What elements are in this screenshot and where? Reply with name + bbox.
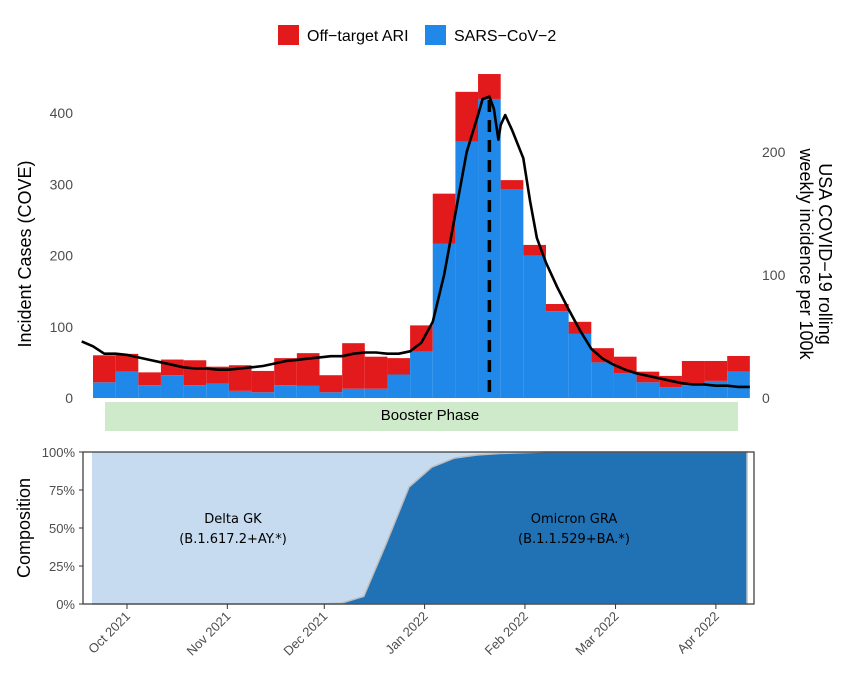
x-tick-label: Mar 2022 [572,609,621,658]
bar-off-target-ari [613,356,637,374]
bar-sars-cov-2 [455,141,479,398]
area-label-delta-name: Delta GK [204,512,262,527]
bar-sars-cov-2 [659,387,682,398]
bar-off-target-ari [681,360,705,386]
bar-off-target-ari [251,370,275,393]
bar-sars-cov-2 [160,375,184,398]
booster-phase-label: Booster Phase [381,407,479,424]
bar-sars-cov-2 [364,388,388,398]
bar-off-target-ari [591,348,614,363]
y-tick-composition: 0% [56,597,75,612]
bar-off-target-ari [523,244,546,256]
incidence-line [81,95,750,389]
x-tick-label: Jan 2022 [382,609,430,657]
y-tick-composition: 100% [42,445,76,460]
y-tick-left: 200 [50,248,74,264]
y-tick-left: 100 [50,319,74,335]
bar-sars-cov-2 [115,371,139,398]
bar-sars-cov-2 [523,255,546,398]
bar-sars-cov-2 [274,385,297,398]
bar-sars-cov-2 [546,311,569,398]
bar-sars-cov-2 [93,382,116,398]
bar-sars-cov-2 [387,374,411,398]
legend-swatch-sars-cov-2 [425,25,446,45]
y-tick-right: 100 [762,267,786,283]
y-tick-left: 400 [50,105,74,121]
bar-sars-cov-2 [138,385,161,398]
legend-label-off-target-ari: Off−target ARI [307,28,409,45]
area-label-delta-lineage: (B.1.617.2+AY.*) [179,532,287,547]
bar-off-target-ari [342,343,365,389]
bar-off-target-ari [319,375,343,393]
bar-sars-cov-2 [591,362,614,398]
bar-off-target-ari [138,372,161,386]
x-tick-label: Dec 2021 [280,609,330,659]
bar-off-target-ari [455,91,479,142]
y-tick-right: 0 [762,390,770,406]
y-tick-left: 300 [50,176,74,192]
bar-sars-cov-2 [432,243,456,398]
y-tick-composition: 50% [49,521,75,536]
area-label-omicron-name: Omicron GRA [531,512,618,527]
bar-off-target-ari [115,353,139,372]
bar-sars-cov-2 [342,388,365,398]
legend-label-sars-cov-2: SARS−CoV−2 [454,28,556,45]
y-axis-title-right-line: weekly incidence per 100k [796,147,816,360]
bar-sars-cov-2 [183,385,207,398]
bar-off-target-ari [432,193,456,244]
bar-sars-cov-2 [704,380,728,398]
bar-off-target-ari [500,180,524,190]
y-axis-title-composition: Composition [14,478,34,578]
x-tick-label: Apr 2022 [674,609,722,657]
area-label-omicron-lineage: (B.1.1.529+BA.*) [518,532,630,547]
bar-sars-cov-2 [251,392,275,398]
x-tick-label: Feb 2022 [482,609,531,658]
bar-sars-cov-2 [228,390,252,398]
bar-sars-cov-2 [727,371,750,398]
y-tick-composition: 75% [49,483,75,498]
y-tick-right: 200 [762,144,786,160]
bar-off-target-ari [478,74,501,99]
y-axis-title-right-line: USA COVID−19 rolling [815,163,835,345]
bar-sars-cov-2 [636,382,660,398]
y-tick-left: 0 [65,390,73,406]
bar-group [93,74,750,399]
booster-phase-band [105,402,738,431]
bar-sars-cov-2 [613,373,637,398]
bar-off-target-ari [727,355,750,372]
legend-swatch-off-target-ari [278,25,299,45]
bar-off-target-ari [704,360,728,381]
bar-off-target-ari [183,360,207,386]
y-axis-title-left: Incident Cases (COVE) [15,160,35,347]
bar-sars-cov-2 [206,383,229,398]
x-tick-label: Nov 2021 [183,609,233,659]
bar-off-target-ari [546,304,569,312]
y-tick-composition: 25% [49,559,75,574]
bar-sars-cov-2 [681,385,705,398]
bar-sars-cov-2 [410,351,433,398]
bar-sars-cov-2 [500,189,524,398]
bar-off-target-ari [364,356,388,389]
bar-off-target-ari [274,358,297,386]
bar-off-target-ari [387,358,411,375]
bar-sars-cov-2 [296,385,320,398]
bar-sars-cov-2 [319,392,343,398]
bar-off-target-ari [228,365,252,391]
x-tick-label: Oct 2021 [85,609,133,657]
bar-sars-cov-2 [568,333,592,398]
bar-off-target-ari [93,355,116,383]
bar-off-target-ari [296,353,320,386]
